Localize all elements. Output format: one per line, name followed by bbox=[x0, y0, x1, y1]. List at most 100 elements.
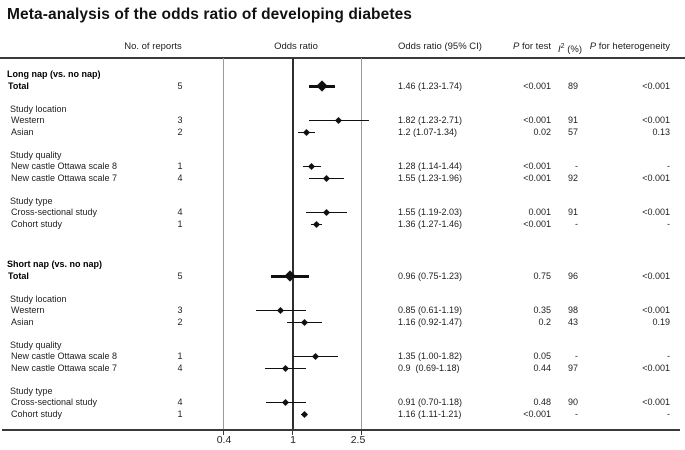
p-test-rest: for test bbox=[519, 41, 551, 52]
odds-ratio-ci-value: 0.91 (0.70-1.18) bbox=[398, 397, 463, 407]
row-label: Long nap (vs. no nap) bbox=[7, 69, 101, 79]
p-for-test-value: <0.001 bbox=[523, 80, 551, 91]
i-squared-value: 97 bbox=[567, 362, 578, 373]
odds-ratio-ci-value: 1.55 (1.19-2.03) bbox=[398, 207, 463, 217]
i-squared-value: - bbox=[575, 218, 578, 229]
section-header-row: Short nap (vs. no nap) bbox=[0, 259, 685, 271]
table-row: Study quality bbox=[0, 340, 685, 352]
num-reports-value: 2 bbox=[177, 316, 183, 327]
axis-tick-0-4 bbox=[223, 430, 224, 435]
table-row: Asian 2 1.16 (0.92-1.47) 0.2 43 0.19 bbox=[0, 317, 685, 329]
num-reports-value: 1 bbox=[177, 218, 183, 229]
row-label: Study type bbox=[10, 195, 53, 206]
column-header-odds-ratio: Odds ratio bbox=[274, 41, 318, 52]
page-title: Meta-analysis of the odds ratio of devel… bbox=[7, 6, 413, 23]
table-row: Western 3 0.85 (0.61-1.19) 0.35 98 <0.001 bbox=[0, 305, 685, 317]
section-header-row: Long nap (vs. no nap) bbox=[0, 69, 685, 81]
i-squared-value: 90 bbox=[567, 397, 578, 407]
num-reports-value: 1 bbox=[177, 408, 183, 419]
row-label: Study quality bbox=[10, 149, 62, 160]
column-header-p-heterogeneity: P for heterogeneity bbox=[580, 40, 670, 54]
num-reports-value: 3 bbox=[177, 115, 183, 125]
axis-label-0-4: 0.4 bbox=[216, 434, 232, 446]
i-squared-value: 92 bbox=[567, 172, 578, 183]
p-heterogeneity-value: <0.001 bbox=[642, 207, 670, 217]
p-for-test-value: 0.2 bbox=[538, 316, 551, 327]
p-heterogeneity-value: - bbox=[667, 408, 670, 419]
row-label: New castle Ottawa scale 8 bbox=[11, 351, 118, 361]
row-label: Cohort study bbox=[11, 218, 63, 229]
column-header-i-squared: I2 (%) bbox=[550, 40, 582, 56]
axis-tick-2-5 bbox=[361, 430, 362, 435]
p-for-test-value: 0.75 bbox=[533, 270, 551, 281]
reference-line-or-1 bbox=[292, 58, 294, 430]
table-row: Total 5 0.96 (0.75-1.23) 0.75 96 <0.001 bbox=[0, 271, 685, 283]
axis-tick-1 bbox=[292, 430, 293, 435]
i-italic: I bbox=[558, 44, 561, 56]
p-for-test-value: 0.001 bbox=[528, 207, 551, 217]
num-reports-value: 3 bbox=[177, 305, 183, 315]
gridline-0-4 bbox=[223, 58, 224, 430]
num-reports-value: 1 bbox=[177, 351, 183, 361]
i-squared-value: 57 bbox=[567, 126, 578, 137]
num-reports-value: 4 bbox=[177, 362, 183, 373]
table-row: New castle Ottawa scale 8 1 1.35 (1.00-1.8… bbox=[0, 351, 685, 363]
i-squared-value: 91 bbox=[567, 207, 578, 217]
row-label: Study type bbox=[10, 385, 53, 396]
i-squared-value: 91 bbox=[567, 115, 578, 125]
odds-ratio-ci-value: 1.2 (1.07-1.34) bbox=[398, 126, 458, 137]
column-header-p-for-test: P for test bbox=[480, 40, 551, 54]
odds-ratio-ci-value: 1.36 (1.27-1.46) bbox=[398, 218, 463, 229]
row-label: Short nap (vs. no nap) bbox=[7, 259, 103, 269]
num-reports-value: 5 bbox=[177, 270, 183, 281]
axis-label-2-5: 2.5 bbox=[350, 434, 366, 446]
column-header-no-of-reports: No. of reports bbox=[124, 41, 182, 52]
table-row: Cohort study 1 1.36 (1.27-1.46) <0.001 - - bbox=[0, 219, 685, 231]
p-heterogeneity-value: <0.001 bbox=[642, 305, 670, 315]
odds-ratio-ci-value: 0.9 (0.69-1.18) bbox=[398, 362, 460, 373]
table-row: Study type bbox=[0, 386, 685, 398]
odds-ratio-ci-value: 1.82 (1.23-2.71) bbox=[398, 115, 463, 125]
p-heterogeneity-value: <0.001 bbox=[642, 397, 670, 407]
row-label: New castle Ottawa scale 8 bbox=[11, 161, 118, 171]
i-squared-value: 43 bbox=[567, 316, 578, 327]
table-row: Study location bbox=[0, 294, 685, 306]
row-label: Asian bbox=[11, 126, 34, 137]
table-row: Western 3 1.82 (1.23-2.71) <0.001 91 <0.001 bbox=[0, 115, 685, 127]
p-het-rest: for heterogeneity bbox=[596, 41, 670, 52]
axis-label-1: 1 bbox=[290, 434, 296, 446]
gridline-2-5 bbox=[361, 58, 362, 430]
odds-ratio-ci-value: 1.16 (1.11-1.21) bbox=[398, 408, 462, 419]
odds-ratio-ci-value: 1.16 (0.92-1.47) bbox=[398, 316, 463, 327]
row-label: Total bbox=[8, 80, 29, 91]
i-squared-value: 98 bbox=[567, 305, 578, 315]
odds-ratio-ci-value: 0.85 (0.61-1.19) bbox=[398, 305, 463, 315]
odds-ratio-ci-value: 1.46 (1.23-1.74) bbox=[398, 80, 463, 91]
row-label: Western bbox=[11, 115, 45, 125]
p-for-test-value: 0.48 bbox=[533, 397, 551, 407]
row-label: Asian bbox=[11, 316, 34, 327]
p-heterogeneity-value: <0.001 bbox=[642, 270, 670, 281]
i-squared-rest: (%) bbox=[564, 44, 582, 56]
num-reports-value: 4 bbox=[177, 397, 183, 407]
num-reports-value: 4 bbox=[177, 172, 183, 183]
p-heterogeneity-value: 0.13 bbox=[652, 126, 670, 137]
i-squared-value: - bbox=[575, 161, 578, 171]
row-label: Cross-sectional study bbox=[11, 397, 98, 407]
p-italic: P bbox=[589, 41, 597, 52]
column-header-odds-ratio-ci: Odds ratio (95% CI) bbox=[398, 41, 482, 52]
p-heterogeneity-value: <0.001 bbox=[642, 115, 670, 125]
row-label: Study location bbox=[10, 103, 67, 114]
i-squared-value: 96 bbox=[567, 270, 578, 281]
odds-ratio-ci-value: 0.96 (0.75-1.23) bbox=[398, 270, 463, 281]
top-rule bbox=[0, 57, 685, 59]
row-label: New castle Ottawa scale 7 bbox=[11, 172, 118, 183]
num-reports-value: 1 bbox=[177, 161, 183, 171]
p-heterogeneity-value: <0.001 bbox=[642, 80, 670, 91]
row-label: Study location bbox=[10, 293, 67, 304]
table-row: Asian 2 1.2 (1.07-1.34) 0.02 57 0.13 bbox=[0, 127, 685, 139]
table-row: New castle Ottawa scale 7 4 0.9 (0.69-1.18… bbox=[0, 363, 685, 375]
row-label: Study quality bbox=[10, 339, 62, 350]
table-row: Study type bbox=[0, 196, 685, 208]
